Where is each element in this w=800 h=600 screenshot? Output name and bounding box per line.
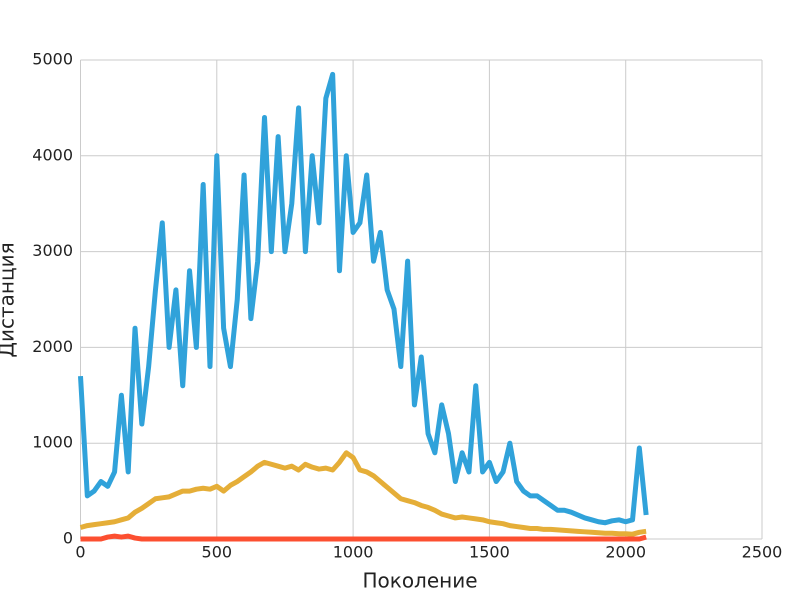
x-tick-label: 0 bbox=[75, 543, 85, 562]
x-tick-label: 1500 bbox=[469, 543, 510, 562]
x-axis-label: Поколение bbox=[362, 569, 477, 593]
y-axis-label: Дистанция bbox=[0, 242, 19, 357]
x-tick-label: 2000 bbox=[605, 543, 646, 562]
series-line bbox=[79, 450, 647, 537]
y-tick-label: 4000 bbox=[32, 145, 73, 164]
y-tick-label: 2000 bbox=[32, 337, 73, 356]
x-tick-label: 500 bbox=[202, 543, 233, 562]
y-tick-label: 5000 bbox=[32, 50, 73, 69]
x-tick-label: 1000 bbox=[333, 543, 374, 562]
series-line bbox=[80, 533, 647, 542]
x-tick-label: 2500 bbox=[742, 543, 783, 562]
y-tick-label: 0 bbox=[63, 529, 73, 548]
series-line bbox=[78, 71, 649, 526]
y-tick-label: 1000 bbox=[32, 433, 73, 452]
y-tick-label: 3000 bbox=[32, 241, 73, 260]
